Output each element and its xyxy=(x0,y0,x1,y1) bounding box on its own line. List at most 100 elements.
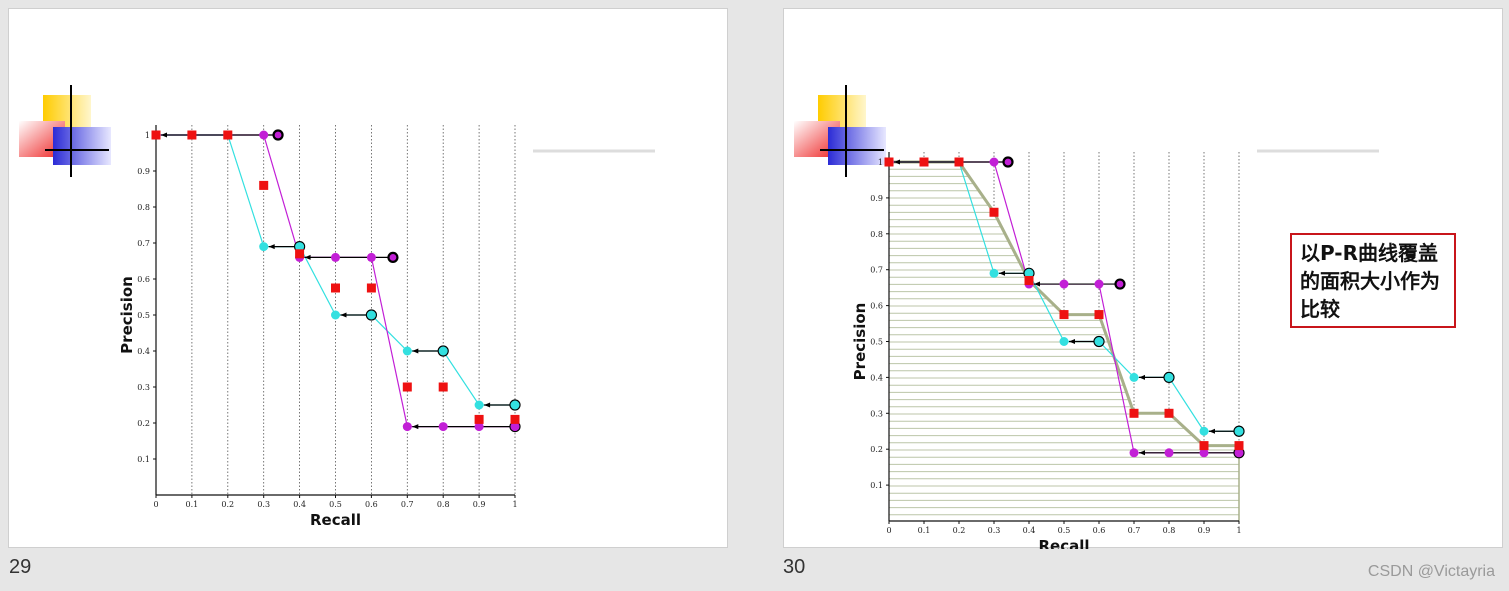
magenta-point-8 xyxy=(1164,448,1174,458)
annotation-box: 以P-R曲线覆盖的面积大小作为比较 xyxy=(1290,233,1456,328)
x-tick-label-10: 1 xyxy=(512,500,517,509)
magenta-point-6 xyxy=(366,252,376,262)
x-tick-label-3: 0.3 xyxy=(257,500,270,509)
pr-chart-slide-29: 0 0.1 0.2 0.3 0.4 0.5 0.6 0.7 0.8 0.9 1 0.1 0.2 0.3 0.… xyxy=(19,85,655,529)
magenta-interp-point-1 xyxy=(387,251,399,263)
cyan-point-6 xyxy=(1094,337,1104,346)
y-tick-label-7: 0.8 xyxy=(137,203,150,212)
cyan-point-4 xyxy=(1024,268,1034,278)
y-axis-title: Precision xyxy=(851,303,869,381)
y-tick-label-1: 0.2 xyxy=(870,445,883,454)
y-tick-label-6: 0.7 xyxy=(870,266,883,275)
y-tick-label-5: 0.6 xyxy=(870,302,883,311)
cyan-point-3 xyxy=(259,242,269,252)
magenta-interp-point-0 xyxy=(1002,156,1014,168)
slide-number-29: 29 xyxy=(9,556,32,578)
cyan-point-6 xyxy=(366,310,376,320)
red-point-8 xyxy=(438,382,448,392)
y-tick-label-4: 0.5 xyxy=(137,311,150,320)
cyan-point-8 xyxy=(438,346,448,356)
magenta-point-5 xyxy=(331,252,340,262)
x-axis-title: Recall xyxy=(1038,537,1089,549)
y-tick-label-8: 0.9 xyxy=(870,194,883,203)
red-point-2 xyxy=(954,157,964,167)
cyan-point-7 xyxy=(1129,372,1139,382)
x-tick-label-4: 0.4 xyxy=(1023,526,1036,535)
red-point-1 xyxy=(187,130,197,140)
red-point-0 xyxy=(151,130,161,140)
watermark: CSDN @Victayria xyxy=(1367,563,1495,580)
red-point-5 xyxy=(331,283,340,293)
magenta-interp-arrow-0 xyxy=(161,132,167,138)
x-tick-label-9: 0.9 xyxy=(473,500,486,509)
magenta-interp-point-0 xyxy=(272,129,284,141)
cyan-point-4 xyxy=(295,242,305,252)
y-tick-label-2: 0.3 xyxy=(870,409,883,418)
magenta-interp-point-1 xyxy=(1114,278,1126,290)
cyan-interp-arrow-1 xyxy=(1069,339,1075,344)
x-tick-label-0: 0 xyxy=(886,526,891,535)
red-point-7 xyxy=(1129,408,1139,418)
y-tick-label-6: 0.7 xyxy=(137,239,150,248)
magenta-interp-arrow-2 xyxy=(412,424,419,430)
red-point-8 xyxy=(1164,408,1174,418)
cyan-point-9 xyxy=(1199,426,1209,436)
cyan-point-10 xyxy=(1234,426,1244,436)
cyan-point-5 xyxy=(331,310,340,320)
x-tick-label-3: 0.3 xyxy=(988,526,1001,535)
x-tick-label-7: 0.7 xyxy=(1128,526,1141,535)
y-tick-label-0: 0.1 xyxy=(870,481,883,490)
magenta-interp-arrow-2 xyxy=(1139,450,1145,456)
magenta-interp-arrow-0 xyxy=(894,159,900,165)
cyan-point-7 xyxy=(402,346,412,356)
x-tick-label-2: 0.2 xyxy=(953,526,966,535)
red-point-4 xyxy=(1024,275,1034,285)
y-tick-label-3: 0.4 xyxy=(870,373,883,382)
x-tick-label-1: 0.1 xyxy=(186,500,199,509)
red-point-9 xyxy=(474,414,484,424)
cyan-interp-arrow-0 xyxy=(268,244,275,250)
x-tick-label-0: 0 xyxy=(153,500,158,509)
logo-blue-square xyxy=(828,127,886,165)
y-tick-label-9: 1 xyxy=(878,158,883,167)
x-tick-label-1: 0.1 xyxy=(918,526,931,535)
cyan-interp-arrow-1 xyxy=(340,312,347,318)
red-point-2 xyxy=(223,130,233,140)
magenta-point-7 xyxy=(402,422,412,432)
logo-blue-square xyxy=(53,127,111,165)
x-tick-label-4: 0.4 xyxy=(293,500,306,509)
pr-chart-slide-30: 0 0.1 0.2 0.3 0.4 0.5 0.6 0.7 0.8 0.9 1 0.1 0.2 0.3 0.… xyxy=(794,85,1379,549)
x-tick-label-10: 1 xyxy=(1236,526,1241,535)
red-point-10 xyxy=(510,414,520,424)
slide-number-30: 30 xyxy=(783,556,806,578)
cyan-interp-arrow-2 xyxy=(412,348,419,354)
red-point-6 xyxy=(1094,310,1104,320)
red-point-9 xyxy=(1199,441,1209,451)
magenta-interp-arrow-1 xyxy=(1034,281,1040,287)
red-point-0 xyxy=(884,157,894,167)
cyan-point-10 xyxy=(510,400,520,410)
red-point-3 xyxy=(989,207,999,217)
magenta-point-3 xyxy=(989,157,999,167)
x-tick-label-8: 0.8 xyxy=(1163,526,1176,535)
cyan-point-8 xyxy=(1164,372,1174,382)
logo-decoration xyxy=(19,85,111,177)
magenta-interp-arrow-1 xyxy=(304,254,311,260)
red-point-10 xyxy=(1234,441,1244,451)
cyan-point-5 xyxy=(1059,337,1069,346)
y-tick-label-7: 0.8 xyxy=(870,230,883,239)
y-tick-label-0: 0.1 xyxy=(137,455,150,464)
y-tick-label-2: 0.3 xyxy=(137,383,150,392)
x-axis-title: Recall xyxy=(310,511,361,529)
magenta-point-7 xyxy=(1129,448,1139,458)
y-tick-label-4: 0.5 xyxy=(870,338,883,347)
x-tick-label-6: 0.6 xyxy=(1093,526,1106,535)
cyan-point-3 xyxy=(989,268,999,278)
red-point-1 xyxy=(919,157,929,167)
red-point-3 xyxy=(259,180,269,190)
slide-29: 0 0.1 0.2 0.3 0.4 0.5 0.6 0.7 0.8 0.9 1 0.1 0.2 0.3 0.… xyxy=(8,8,728,548)
magenta-point-10 xyxy=(510,422,520,432)
red-point-4 xyxy=(295,249,305,259)
x-tick-label-5: 0.5 xyxy=(1058,526,1071,535)
magenta-point-8 xyxy=(438,422,448,432)
